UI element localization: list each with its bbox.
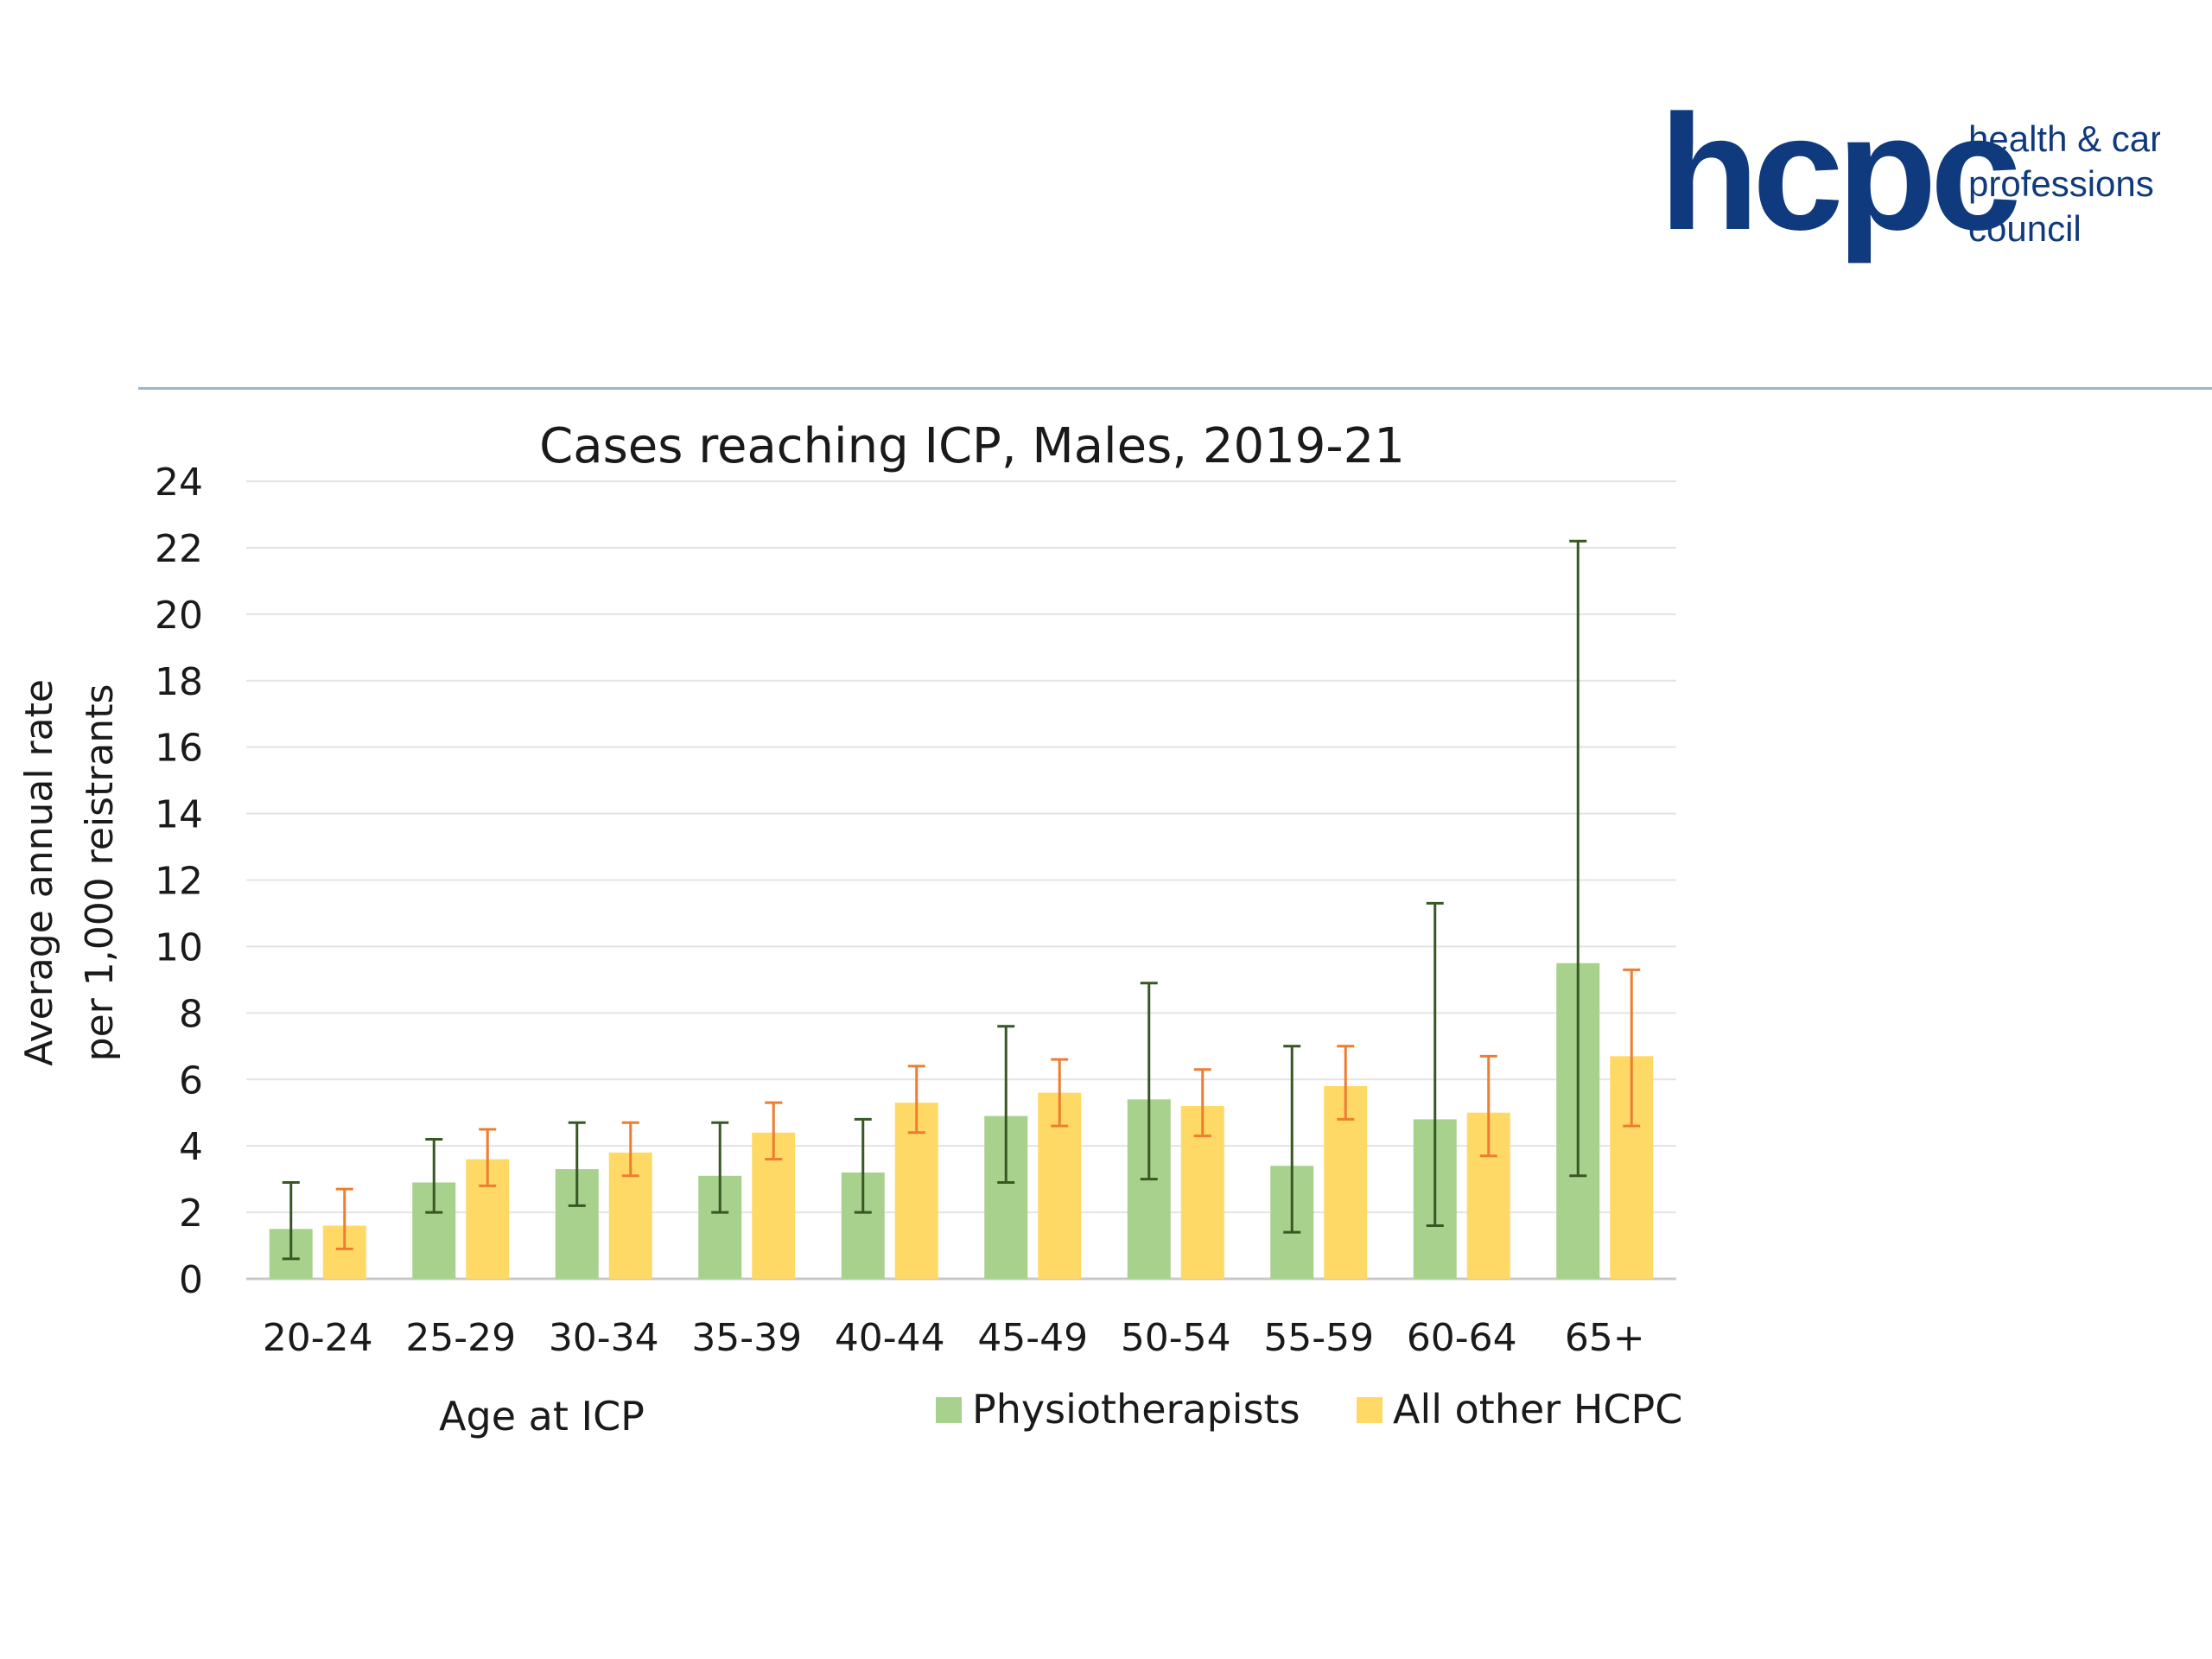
chart-title: Cases reaching ICP, Males, 2019-21 [539, 418, 1405, 474]
logo-tagline-line-2: professions [1968, 163, 2154, 204]
y-tick-label: 18 [155, 660, 203, 704]
x-tick-label: 55-59 [1263, 1316, 1374, 1360]
y-tick-label: 22 [155, 527, 203, 571]
logo-tagline-line-3: council [1968, 208, 2082, 249]
x-tick-label: 40-44 [835, 1316, 945, 1360]
x-tick-label: 20-24 [263, 1316, 373, 1360]
x-tick-label: 60-64 [1407, 1316, 1517, 1360]
x-tick-label: 65+ [1565, 1316, 1645, 1360]
y-tick-label: 8 [179, 992, 203, 1036]
logo-wordmark: hcpc [1659, 82, 2018, 264]
y-tick-label: 6 [179, 1058, 203, 1103]
y-tick-label: 24 [155, 461, 203, 505]
y-tick-label: 10 [155, 925, 203, 969]
hcpc-logo: hcpc health & care professions council [1659, 82, 2160, 264]
x-axis-label: Age at ICP [439, 1393, 645, 1440]
x-tick-label: 30-34 [549, 1316, 659, 1360]
x-tick-label: 35-39 [691, 1316, 802, 1360]
header-divider [138, 387, 2212, 390]
y-tick-label: 20 [155, 594, 203, 638]
legend-label: Physiotherapists [972, 1386, 1300, 1433]
legend-label: All other HCPC [1393, 1386, 1682, 1433]
logo-tagline-line-1: health & care [1968, 118, 2160, 159]
y-tick-label: 4 [179, 1125, 203, 1169]
y-tick-label: 0 [179, 1258, 203, 1302]
y-tick-label: 12 [155, 860, 203, 904]
legend-swatch [1357, 1397, 1382, 1423]
y-tick-label: 2 [179, 1192, 203, 1236]
x-tick-label: 25-29 [405, 1316, 516, 1360]
legend-swatch [936, 1397, 962, 1423]
y-tick-label: 14 [155, 793, 203, 837]
y-tick-label: 16 [155, 727, 203, 771]
x-tick-label: 45-49 [977, 1316, 1088, 1360]
y-axis-label-line-2: per 1,000 reistrants [78, 684, 122, 1062]
x-tick-label: 50-54 [1121, 1316, 1231, 1360]
y-axis-label-line-1: Average annual rate [17, 679, 61, 1066]
